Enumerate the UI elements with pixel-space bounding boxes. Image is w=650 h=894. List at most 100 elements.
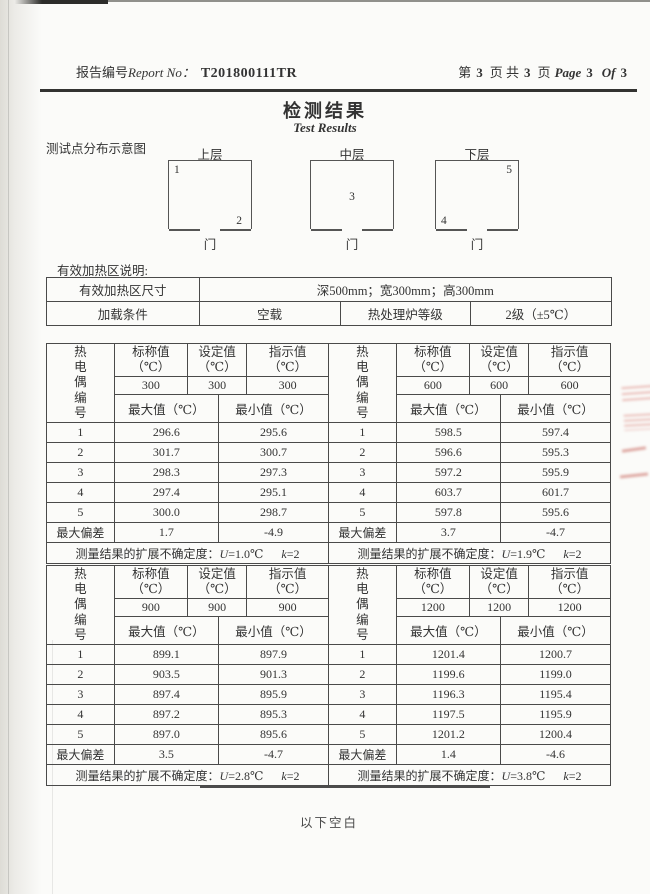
deviation-min: -4.7 bbox=[500, 522, 611, 543]
row-no: 2 bbox=[328, 664, 397, 685]
indicated-value: 600 bbox=[528, 376, 611, 395]
u-symbol: U bbox=[501, 546, 511, 561]
unit-label: （℃） bbox=[268, 582, 308, 596]
thermocouple-no-cell: 热电偶编号 bbox=[328, 343, 397, 423]
set-label: 设定值 bbox=[198, 345, 236, 359]
nominal-value: 600 bbox=[395, 376, 470, 395]
thermocouple-no-label: 热电偶编号 bbox=[74, 344, 87, 420]
table-row: 5 1201.2 1200.4 bbox=[328, 724, 611, 745]
nominal-header: 标称值 （℃） bbox=[395, 565, 470, 599]
unit-label: （℃） bbox=[197, 582, 237, 596]
table-row: 热电偶编号 标称值 （℃） 设定值 （℃） 指示值 （℃） bbox=[46, 343, 329, 423]
max-value: 301.7 bbox=[113, 442, 220, 463]
row-no: 5 bbox=[46, 502, 115, 523]
table-row: 2 903.5 901.3 bbox=[46, 664, 329, 685]
table-row: 600 600 600 bbox=[329, 376, 611, 395]
row-no: 5 bbox=[328, 724, 397, 745]
furnace-outline: 1 2 bbox=[168, 160, 252, 231]
result-table-1200: 热电偶编号 标称值 （℃） 设定值 （℃） 指示值 （℃） 1200 1200 120… bbox=[328, 565, 611, 786]
layer-title: 上层 bbox=[197, 148, 223, 162]
layer-title: 下层 bbox=[464, 148, 490, 162]
indicated-value: 300 bbox=[246, 376, 329, 395]
red-stamp-fragment bbox=[623, 413, 650, 431]
set-value: 1200 bbox=[468, 598, 530, 617]
wall-segment bbox=[486, 229, 518, 231]
wall-segment bbox=[361, 229, 393, 231]
report-number-line: 报告编号Report No： T201800111TR bbox=[76, 62, 297, 82]
u-value: =1.9℃ bbox=[510, 546, 546, 561]
set-label: 设定值 bbox=[198, 567, 236, 581]
thermocouple-no-label: 热电偶编号 bbox=[74, 566, 87, 642]
heating-zone-caption: 有效加热区说明: bbox=[57, 264, 148, 278]
set-value: 900 bbox=[186, 598, 248, 617]
unit-label: （℃） bbox=[268, 360, 308, 374]
min-value: 595.9 bbox=[500, 462, 611, 483]
unit-label: （℃） bbox=[550, 360, 590, 374]
uncertainty-prefix: 测量结果的扩展不确定度： bbox=[357, 768, 502, 783]
max-value: 296.6 bbox=[113, 422, 220, 443]
min-header: 最小值（℃） bbox=[500, 394, 611, 423]
min-value: 895.6 bbox=[218, 724, 329, 745]
report-label-cn: 报告编号 bbox=[76, 65, 129, 80]
min-header: 最小值（℃） bbox=[500, 616, 611, 645]
table-row: 最大偏差 1.7 -4.9 bbox=[46, 522, 329, 543]
min-value: 901.3 bbox=[218, 664, 329, 685]
row-no: 2 bbox=[46, 664, 115, 685]
table-row: 2 596.6 595.3 bbox=[328, 442, 611, 463]
row-no: 1 bbox=[328, 422, 397, 443]
table-row: 1 899.1 897.9 bbox=[46, 644, 329, 665]
indicated-header: 指示值 （℃） bbox=[528, 343, 611, 377]
row-no: 3 bbox=[328, 462, 397, 483]
max-value: 899.1 bbox=[113, 644, 220, 665]
page-cn-1: 第 bbox=[458, 65, 472, 80]
table-row: 最大值（℃） 最小值（℃） bbox=[329, 616, 611, 645]
report-label-en: Report No： bbox=[128, 65, 195, 80]
page-number: 3 bbox=[476, 65, 483, 80]
page-en-of: Of bbox=[601, 65, 616, 80]
row-no: 4 bbox=[46, 704, 115, 725]
page-cn-2: 页 共 bbox=[489, 65, 520, 80]
page-cn-3: 页 bbox=[537, 65, 551, 80]
min-value: 297.3 bbox=[218, 462, 329, 483]
load-value-cell: 空载 bbox=[198, 301, 341, 326]
max-header: 最大值（℃） bbox=[113, 616, 220, 645]
u-symbol: U bbox=[219, 768, 229, 783]
report-number: T201800111TR bbox=[200, 66, 298, 81]
row-no: 3 bbox=[46, 684, 115, 705]
k-value: =2 bbox=[568, 546, 582, 561]
deviation-min: -4.6 bbox=[500, 744, 611, 765]
max-value: 603.7 bbox=[395, 482, 502, 503]
furnace-outline: 3 bbox=[310, 160, 394, 231]
test-point: 5 bbox=[506, 164, 512, 176]
u-value: =1.0℃ bbox=[228, 546, 264, 561]
deviation-min: -4.7 bbox=[218, 744, 329, 765]
min-value: 298.7 bbox=[218, 502, 329, 523]
indicated-label: 指示值 bbox=[550, 345, 589, 359]
deviation-max: 3.7 bbox=[395, 522, 502, 543]
row-no: 1 bbox=[328, 644, 397, 665]
min-header: 最小值（℃） bbox=[218, 394, 329, 423]
max-value: 903.5 bbox=[113, 664, 220, 685]
table-row: 最大偏差 1.4 -4.6 bbox=[328, 744, 611, 765]
result-tables-row-1: 热电偶编号 标称值 （℃） 设定值 （℃） 指示值 （℃） 300 300 300 最… bbox=[46, 343, 612, 564]
size-label-cell: 有效加热区尺寸 bbox=[46, 277, 200, 302]
diagram-caption: 测试点分布示意图 bbox=[46, 142, 147, 156]
row-no: 1 bbox=[46, 422, 115, 443]
table-row: 4 603.7 601.7 bbox=[328, 482, 611, 503]
deviation-max: 1.7 bbox=[113, 522, 220, 543]
row-no: 5 bbox=[328, 502, 397, 523]
table-row: 5 300.0 298.7 bbox=[46, 502, 329, 523]
max-header: 最大值（℃） bbox=[395, 616, 502, 645]
page-en-label: Page bbox=[554, 65, 582, 80]
deviation-label: 最大偏差 bbox=[328, 522, 397, 543]
scan-edge-line bbox=[8, 0, 9, 894]
unit-label: （℃） bbox=[479, 582, 519, 596]
scan-edge-top bbox=[0, 0, 650, 2]
wall-segment bbox=[436, 229, 468, 231]
result-table-300: 热电偶编号 标称值 （℃） 设定值 （℃） 指示值 （℃） 300 300 300 最… bbox=[46, 343, 329, 564]
uncertainty-cell: 测量结果的扩展不确定度：U=2.8℃ k=2 bbox=[46, 764, 329, 786]
k-value: =2 bbox=[286, 546, 300, 561]
row-no: 2 bbox=[328, 442, 397, 463]
table-row: 3 897.4 895.9 bbox=[46, 684, 329, 705]
